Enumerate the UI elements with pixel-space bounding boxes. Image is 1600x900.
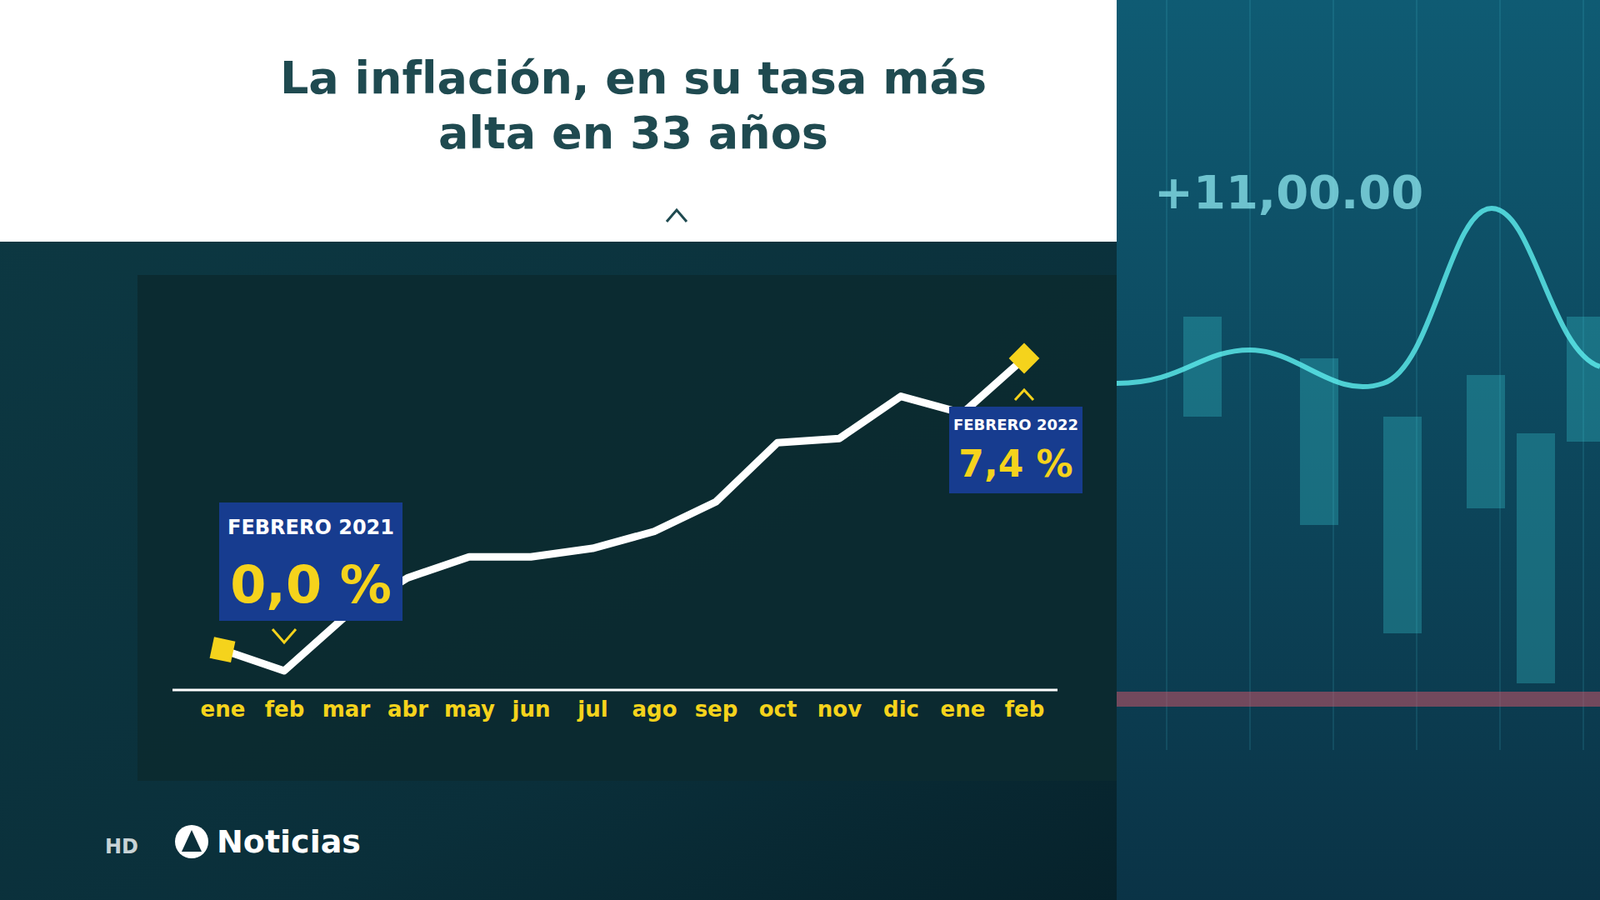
- annotation-value: 7,4 %: [958, 442, 1073, 485]
- decor-stripe: [1116, 691, 1600, 707]
- x-tick: ago: [631, 690, 677, 722]
- background: [0, 0, 1600, 900]
- decor-bar: [1300, 358, 1339, 525]
- x-tick: ene: [200, 690, 246, 722]
- x-tick: feb: [265, 690, 305, 722]
- title-panel: [0, 0, 1117, 242]
- x-tick: ene: [940, 690, 986, 722]
- decor-grid: [1583, 0, 1585, 750]
- logo-mark-inner: [181, 830, 202, 852]
- annotation: FEBRERO 2022 7,4 %: [949, 390, 1083, 494]
- decor-bar: [1383, 416, 1422, 634]
- x-axis-line: [172, 689, 1058, 692]
- plot-marks: [210, 343, 1040, 671]
- annotation-value: 0,0 %: [230, 554, 392, 615]
- x-tick-label: abr: [387, 696, 429, 722]
- x-tick: nov: [817, 690, 862, 722]
- x-tick: oct: [759, 690, 798, 722]
- x-tick: may: [444, 690, 495, 722]
- title-caret: [666, 210, 687, 222]
- annotation-title: FEBRERO 2021: [227, 515, 395, 540]
- decor-bar: [1516, 433, 1555, 684]
- footer-hd: HD: [105, 835, 139, 859]
- x-tick-label: dic: [883, 696, 920, 722]
- annotation-caret: [272, 629, 296, 643]
- x-tick: sep: [695, 690, 739, 722]
- x-tick-label: ene: [940, 696, 986, 722]
- data-labels: FEBRERO 2021 0,0 % FEBRERO 2022 7,4 %: [219, 390, 1083, 643]
- x-tick-label: oct: [759, 696, 798, 722]
- point-marker: [210, 636, 236, 663]
- chart-svg: +11,00.00 La inflación, en su tasa másalt…: [0, 0, 1600, 900]
- decor-grid: [1416, 0, 1418, 750]
- decor-grid: [1333, 0, 1335, 750]
- annotation-box: [949, 406, 1083, 494]
- x-tick-label: may: [444, 696, 495, 722]
- plot-panel: [137, 275, 1117, 781]
- x-tick: abr: [387, 690, 429, 722]
- decoration: [1116, 0, 1600, 750]
- x-axis: enefebmarabrmayjunjulagosepoctnovdicenef…: [172, 690, 1058, 722]
- x-tick: mar: [322, 690, 371, 722]
- point-marker: [1009, 343, 1040, 375]
- x-tick-label: nov: [817, 696, 862, 722]
- footer-brand: Noticias: [216, 823, 361, 860]
- x-tick-label: jul: [576, 696, 608, 722]
- annotation-title: FEBRERO 2022: [953, 415, 1079, 434]
- annotation: FEBRERO 2021 0,0 %: [219, 502, 403, 643]
- background-text: +11,00.00: [1154, 165, 1424, 220]
- decor-grid: [1250, 0, 1251, 750]
- x-tick: dic: [883, 690, 920, 722]
- x-tick-label: ene: [200, 696, 246, 722]
- x-tick-label: feb: [265, 696, 305, 722]
- x-tick-label: jun: [511, 696, 551, 722]
- decor-grid: [1500, 0, 1501, 750]
- annotation-box: [219, 502, 403, 621]
- x-tick: jun: [511, 690, 551, 722]
- x-tick: feb: [1005, 690, 1045, 722]
- annotation-caret: [1015, 390, 1034, 400]
- decor-curve: [1116, 208, 1600, 387]
- x-tick: jul: [576, 690, 608, 722]
- decor-bar: [1466, 375, 1505, 509]
- x-tick-label: mar: [322, 696, 371, 722]
- title: La inflación, en su tasa másalta en 33 a…: [280, 51, 987, 160]
- x-tick-label: sep: [695, 696, 739, 722]
- x-tick-label: feb: [1005, 696, 1045, 722]
- video-wall: [1116, 0, 1600, 900]
- x-tick-label: ago: [631, 696, 677, 722]
- logo-mark: [175, 825, 209, 859]
